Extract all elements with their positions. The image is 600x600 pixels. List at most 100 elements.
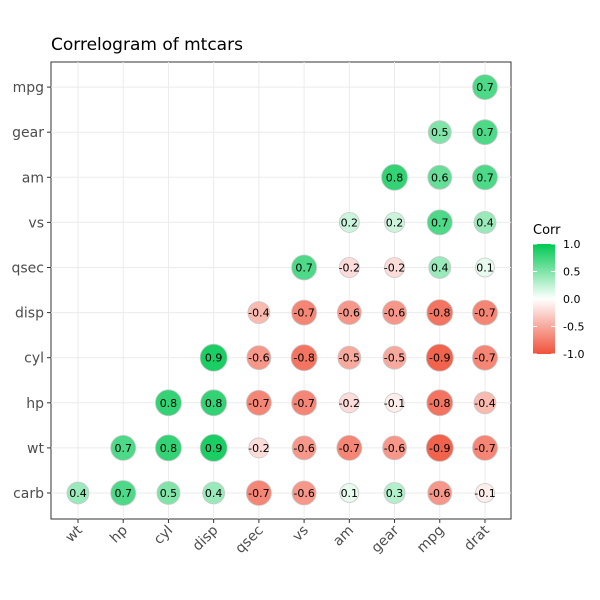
cell-value-label: -0.1 (474, 487, 495, 500)
cell-am-disp: -0.6 (336, 300, 362, 326)
cell-gear-wt: -0.6 (382, 435, 407, 461)
cell-value-label: -0.7 (474, 442, 495, 455)
cell-circle (472, 344, 498, 371)
cell-value-label: -0.7 (293, 397, 314, 410)
cell-value-label: 0.4 (69, 487, 87, 500)
cell-value-label: -0.7 (248, 487, 269, 500)
cell-value-label: 0.7 (114, 487, 132, 500)
cell-drat-am: 0.7 (472, 164, 498, 191)
cell-cyl-hp: 0.8 (155, 389, 182, 417)
cell-disp-wt: 0.9 (199, 433, 228, 462)
cell-value-label: 0.7 (476, 171, 494, 184)
y-axis: carb wt hp cyl disp qsec vs am gear mpg (12, 80, 51, 502)
cell-mpg-gear: 0.5 (427, 120, 452, 145)
cell-value-label: -0.5 (384, 352, 405, 365)
cell-value-label: 0.9 (205, 442, 223, 455)
cell-am-hp: -0.2 (339, 392, 360, 414)
x-tick-label-gear: gear (369, 522, 403, 556)
cell-cyl-carb: 0.5 (156, 481, 181, 505)
legend: Corr 1.0 0.5 0.0 -0.5 -1.0 (533, 223, 584, 361)
cell-circle (339, 483, 360, 503)
cell-value-label: -0.7 (474, 352, 495, 365)
cell-value-label: -0.8 (429, 397, 450, 410)
cell-value-label: 0.6 (431, 171, 449, 184)
cell-value-label: -0.7 (339, 442, 360, 455)
cell-circle (425, 343, 454, 372)
cell-circle (473, 210, 497, 234)
x-tick-label-qsec: qsec (232, 523, 266, 557)
cell-drat-mpg: 0.7 (472, 74, 498, 100)
cell-circle (199, 433, 228, 462)
y-tick-label-wt: wt (27, 441, 44, 457)
cell-circle (248, 437, 270, 459)
cell-wt-carb: 0.4 (66, 481, 90, 505)
cell-gear-carb: 0.3 (383, 482, 406, 504)
cell-qsec-disp: -0.4 (247, 301, 271, 325)
y-tick-label-gear: gear (12, 125, 44, 141)
cell-circle (426, 389, 454, 417)
cell-value-label: 0.8 (160, 442, 178, 455)
cell-value-label: 0.7 (114, 442, 132, 455)
cell-circle (472, 164, 498, 191)
cell-vs-qsec: 0.7 (291, 254, 318, 281)
chart-title: Correlogram of mtcars (51, 35, 243, 55)
cell-circle (472, 74, 498, 100)
y-tick-label-hp: hp (26, 396, 44, 412)
cell-value-label: -0.6 (248, 352, 269, 365)
cell-value-label: -0.7 (248, 397, 269, 410)
cell-circle (247, 301, 271, 325)
cell-value-label: 0.8 (386, 171, 404, 184)
cell-mpg-am: 0.6 (427, 164, 453, 190)
cell-value-label: 0.3 (386, 487, 404, 500)
cell-value-label: 0.4 (476, 216, 494, 229)
cell-circle (427, 120, 452, 145)
legend-ticks: 1.0 0.5 0.0 -0.5 -1.0 (533, 238, 584, 361)
cell-value-label: 0.7 (476, 126, 494, 139)
legend-tick-label: 1.0 (563, 238, 581, 251)
x-tick-label-hp: hp (107, 522, 131, 546)
cell-disp-carb: 0.4 (202, 481, 226, 505)
cell-mpg-hp: -0.8 (426, 389, 454, 417)
cell-circle (473, 391, 497, 415)
cell-value-label: -0.9 (429, 442, 450, 455)
cell-mpg-carb: -0.6 (427, 480, 453, 506)
x-axis: wt hp cyl disp qsec vs am gear mpg drat (63, 519, 493, 557)
cell-circle (472, 119, 498, 146)
cell-value-label: 0.4 (431, 262, 449, 275)
cell-qsec-hp: -0.7 (245, 389, 272, 416)
cell-value-label: -0.8 (429, 307, 450, 320)
cell-circle (291, 480, 317, 506)
correlation-cells: 0.4 0.7 0.5 0.4 -0.7 -0.6 0.1 0.3 -0.6 -0.1 0.7 0.8… (66, 74, 498, 506)
cell-value-label: -0.6 (384, 307, 405, 320)
cell-value-label: 0.2 (341, 216, 359, 229)
cell-vs-carb: -0.6 (291, 480, 317, 506)
cell-gear-qsec: -0.2 (384, 257, 405, 278)
cell-hp-carb: 0.7 (110, 480, 137, 506)
cell-gear-disp: -0.6 (382, 300, 407, 326)
cell-value-label: 0.7 (476, 81, 494, 94)
cell-am-cyl: -0.5 (337, 345, 362, 370)
legend-tick-label: 0.5 (563, 266, 581, 279)
x-tick-label-am: am (330, 523, 357, 550)
cell-mpg-qsec: 0.4 (428, 256, 452, 279)
cell-circle (427, 480, 453, 506)
cell-value-label: -0.2 (248, 442, 269, 455)
cell-value-label: -0.7 (474, 307, 495, 320)
y-tick-label-mpg: mpg (13, 80, 44, 96)
cell-value-label: 0.1 (476, 262, 494, 275)
cell-circle (245, 389, 272, 416)
cell-circle (426, 299, 454, 327)
x-tick-label-cyl: cyl (151, 523, 176, 548)
y-tick-label-qsec: qsec (12, 261, 45, 277)
cell-am-wt: -0.7 (336, 434, 363, 461)
cell-circle (383, 482, 406, 504)
cell-circle (202, 481, 226, 505)
cell-gear-cyl: -0.5 (382, 345, 407, 370)
legend-colorbar (533, 244, 555, 354)
cell-circle (338, 257, 360, 278)
x-tick-label-disp: disp (190, 522, 222, 554)
cell-value-label: -0.8 (293, 352, 314, 365)
y-tick-label-am: am (22, 170, 44, 186)
cell-mpg-cyl: -0.9 (425, 343, 454, 372)
